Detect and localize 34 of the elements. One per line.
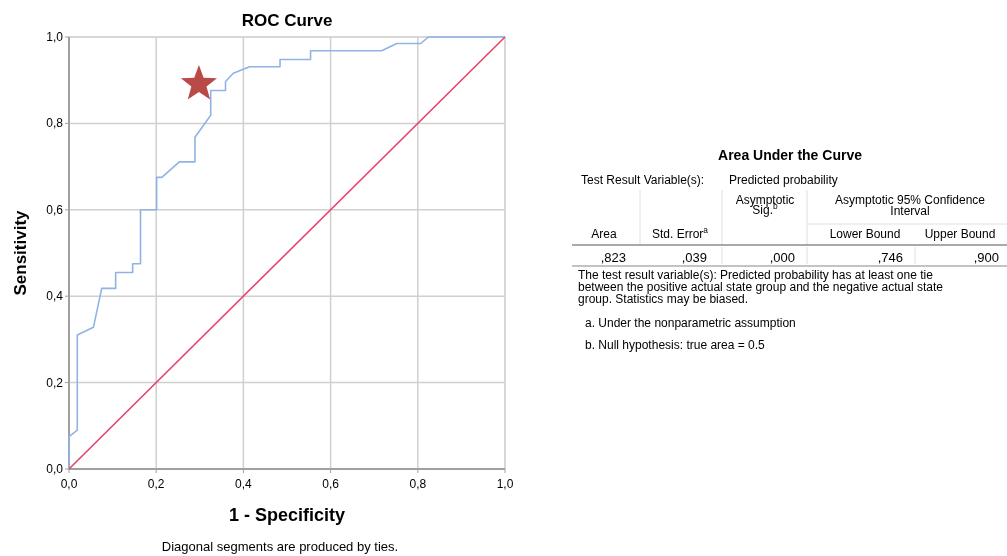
y-tick-label: 0,6 [46,202,64,217]
y-tick-label: 0,0 [46,462,64,476]
category-label: Asymptotic Sig.$^{b}$ [735,193,795,217]
text: ,000 [769,250,795,265]
x-tick-label: 1,0 [496,477,514,491]
x-tick-label: 0,2 [147,477,165,491]
x-tick-label: 0,8 [409,477,427,491]
text: The test result variable(s): Predicted probability has at least one tie between the positive actual state group and the negative actual state group. Statistics may be biased. [578,268,944,306]
y-tick-label: 0,4 [46,289,64,304]
x-tick-label: 0,4 [235,477,253,491]
text: ,823 [600,250,626,265]
y-tick-label: 0,2 [46,375,64,390]
text: Test Result Variable(s): [581,173,705,187]
y-axis-title: Sensitivity [11,209,30,296]
category-label: Lower Bound [829,227,901,241]
category-label: Std. Error$^{a}$ [651,225,709,241]
text: b. Null hypothesis: true area = 0.5 [585,338,766,352]
x-tick-label: 0,6 [322,477,340,491]
chart-title: ROC Curve [241,11,333,30]
x-axis-title: 1 - Specificity [228,505,346,525]
category-label: Upper Bound [924,227,996,241]
text: ,900 [973,250,999,265]
text: Diagonal segments are produced by ties. [161,539,399,554]
y-tick-label: 0,8 [46,116,64,131]
x-tick-label: 0,0 [60,477,78,491]
category-label: Area [591,227,617,241]
text: ,746 [877,250,903,265]
y-tick-label: 1,0 [46,30,64,44]
text: Asymptotic 95% Confidence Interval [834,193,986,218]
text: a. Under the nonparametric assumption [585,316,796,330]
text: ,039 [681,250,707,265]
text: Area Under the Curve [718,147,863,163]
text: Predicted probability [729,173,838,187]
line-series [68,36,506,470]
